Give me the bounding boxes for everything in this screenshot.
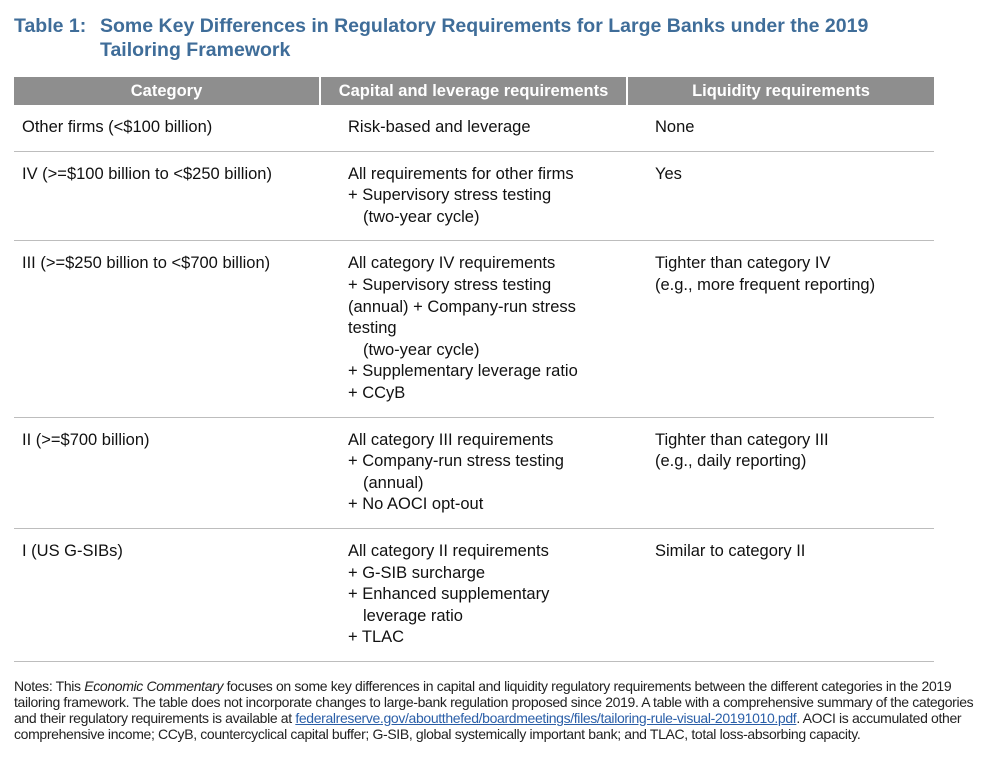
line: + G-SIB surcharge [348,563,486,582]
line: (e.g., daily reporting) [655,452,807,471]
row: II (>=$700 billion) All category III req… [14,417,934,529]
cell: Tighter than category III (e.g., daily r… [627,417,934,529]
cell: Yes [627,151,934,242]
line: + Supplementary leverage ratio [348,362,578,381]
line: II (>=$700 billion) [22,430,150,449]
header-row: Category Capital and leverage requiremen… [14,77,934,105]
line: None [655,118,695,136]
row: IV (>=$100 billion to <$250 billion) All… [14,151,934,242]
cell: Similar to category II [627,528,934,662]
cell: Tighter than category IV (e.g., more fre… [627,240,934,418]
line: + Enhanced supplementary [348,585,550,604]
cell: All category II requirements + G-SIB sur… [320,528,627,662]
line: Tighter than category IV [655,254,831,273]
line: All category IV requirements [348,254,556,273]
line: Tighter than category III [655,430,829,449]
line: + Company-run stress testing [348,452,564,471]
line: Risk-based and leverage [348,118,531,136]
row: III (>=$250 billion to <$700 billion) Al… [14,240,934,418]
notes-text: . AOCI is accumulated other comprehensiv… [14,710,962,742]
line: testing [348,319,397,338]
requirements-table: Category Capital and leverage requiremen… [14,77,934,662]
row: I (US G-SIBs) All category II requiremen… [14,528,934,662]
line: Yes [655,164,682,183]
line: Similar to category II [655,541,806,560]
header-cell: Category [14,77,321,105]
publication-name: Economic Commentary [84,678,224,694]
cell: II (>=$700 billion) [14,417,320,529]
notes-text: Notes: This [14,678,85,694]
line: + CCyB [348,383,406,402]
title-text: Some Key Differences in Regulatory Requi… [100,15,869,61]
line: (annual) + Company-run stress [348,297,576,316]
cell: Other firms (<$100 billion) [14,105,320,152]
notes: Notes: This Economic Commentary focuses … [14,678,982,742]
line: (two-year cycle) [363,340,480,359]
cell: III (>=$250 billion to <$700 billion) [14,240,320,418]
line: + TLAC [348,628,405,647]
link[interactable]: federalreserve.gov/aboutthefed/boardmeet… [295,710,797,726]
line: All requirements for other firms [348,164,574,183]
table-title: Table 1: Some Key Differences in Regulato… [14,14,914,62]
cell: None [627,105,934,152]
line: + Supervisory stress testing [348,275,552,294]
line: IV (>=$100 billion to <$250 billion) [22,164,272,183]
title-label: Table 1: [14,15,87,37]
line: + Supervisory stress testing [348,186,552,205]
line: (annual) [363,473,424,492]
cell: I (US G-SIBs) [14,528,320,662]
cell: All category III requirements + Company-… [320,417,627,529]
line: (two-year cycle) [363,207,480,226]
line: (e.g., more frequent reporting) [655,275,876,294]
header-cell: Capital and leverage requirements [320,77,628,105]
line: III (>=$250 billion to <$700 billion) [22,254,271,273]
line: leverage ratio [363,606,463,625]
line: All category II requirements [348,541,549,560]
cell: All category IV requirements + Superviso… [320,240,627,418]
line: I (US G-SIBs) [22,541,123,560]
line: Other firms (<$100 billion) [22,118,213,136]
line: All category III requirements [348,430,554,449]
row: Other firms (<$100 billion) Risk-based a… [14,105,934,152]
cell: IV (>=$100 billion to <$250 billion) [14,151,320,242]
cell: All requirements for other firms + Super… [320,151,627,242]
notes-text: focuses on some key differences in capit… [14,678,974,726]
line: + No AOCI opt-out [348,495,484,514]
header-cell: Liquidity requirements [627,77,934,105]
cell: Risk-based and leverage [320,105,627,152]
